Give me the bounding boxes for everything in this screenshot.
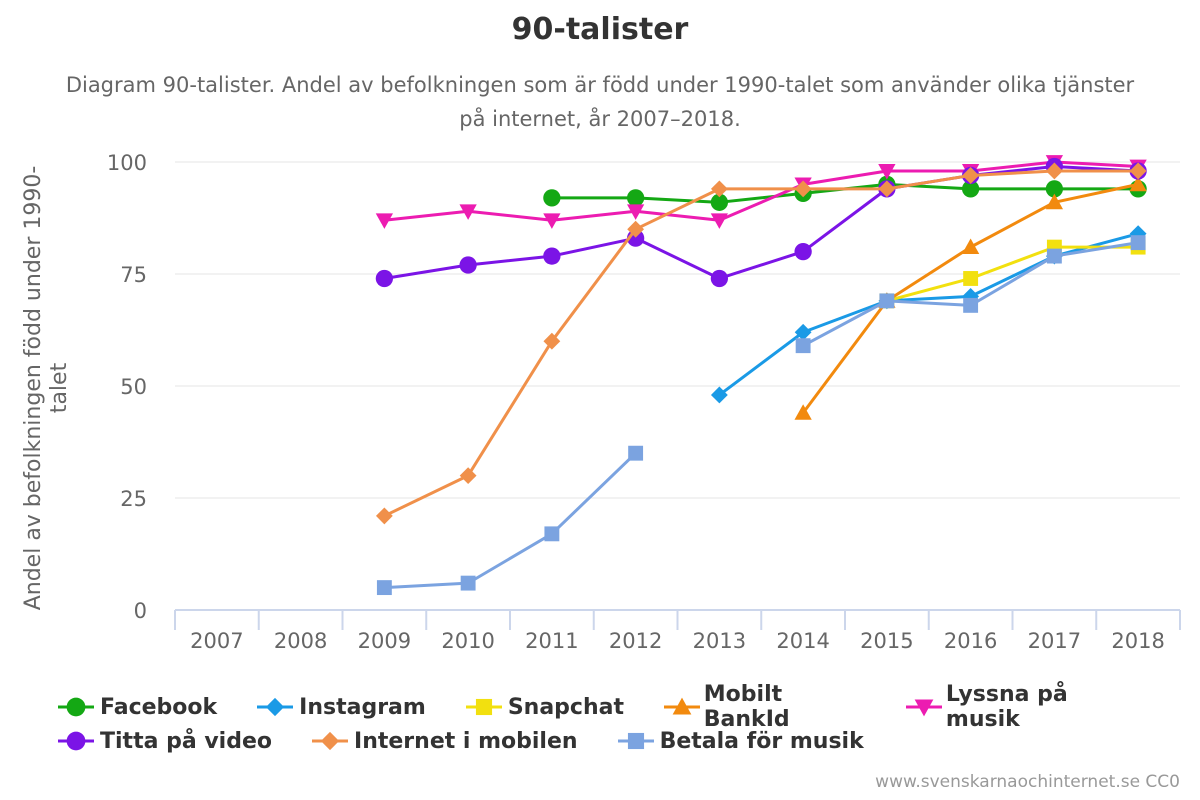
legend-label: Titta på video — [100, 728, 273, 754]
data-point[interactable] — [1130, 235, 1146, 251]
series-line — [886, 245, 1139, 303]
x-tick-label: 2012 — [609, 629, 662, 653]
data-point[interactable] — [1129, 175, 1147, 192]
x-tick-label: 2011 — [525, 629, 578, 653]
data-point[interactable] — [376, 580, 392, 596]
x-tick-label: 2007 — [190, 629, 243, 653]
legend-label: Facebook — [100, 694, 218, 720]
legend-item[interactable]: Facebook — [56, 695, 217, 720]
data-point[interactable] — [375, 269, 394, 288]
legend-item[interactable]: Snapchat — [464, 695, 624, 720]
series-line — [384, 452, 637, 590]
legend-item[interactable]: Titta på video — [56, 729, 272, 754]
legend-symbol-icon — [465, 698, 502, 716]
x-tick-label: 2017 — [1028, 629, 1081, 653]
legend-label: Internet i mobilen — [354, 728, 578, 754]
data-point[interactable] — [794, 404, 812, 420]
legend-symbol-icon — [312, 731, 349, 751]
data-point[interactable] — [961, 180, 980, 198]
data-point[interactable] — [710, 386, 728, 404]
legend-symbol-icon — [617, 732, 654, 750]
data-point[interactable] — [795, 338, 811, 354]
series-betala-för-musik — [376, 235, 1146, 596]
data-point[interactable] — [626, 189, 645, 207]
data-point[interactable] — [626, 204, 645, 220]
data-point[interactable] — [962, 167, 980, 184]
data-point[interactable] — [460, 575, 476, 591]
y-tick-label: 0 — [134, 599, 147, 623]
data-point[interactable] — [879, 293, 895, 309]
data-point[interactable] — [375, 507, 393, 525]
legend-symbol-icon — [58, 731, 94, 751]
legend-symbol-icon — [664, 697, 700, 715]
data-point[interactable] — [1046, 248, 1062, 264]
data-point[interactable] — [543, 332, 561, 350]
series-line — [384, 160, 1139, 222]
legend-item[interactable]: Lyssna på musik — [904, 682, 1138, 732]
data-point[interactable] — [544, 526, 560, 542]
data-point[interactable] — [963, 271, 979, 286]
chart-subtitle: Diagram 90-talister. Andel av befolkning… — [65, 73, 1135, 131]
legend-label: Lyssna på musik — [945, 682, 1068, 732]
legend-symbol-icon — [58, 697, 94, 717]
legend: Facebook Instagram Snapchat Mobilt BankId Ly… — [56, 682, 1176, 758]
series-line — [384, 164, 1139, 280]
series-lyssna-på-musik — [375, 155, 1147, 229]
y-tick-label: 100 — [107, 151, 147, 175]
data-point[interactable] — [459, 204, 477, 220]
legend-item[interactable]: Mobilt BankId — [662, 682, 866, 732]
data-point[interactable] — [963, 297, 979, 313]
data-point[interactable] — [543, 189, 561, 207]
data-point[interactable] — [1045, 162, 1063, 180]
credits[interactable]: www.svenskarnaochinternet.se CC0 — [875, 772, 1180, 792]
x-tick-label: 2013 — [693, 629, 746, 653]
legend-label: Betala för musik — [659, 728, 864, 754]
data-point[interactable] — [794, 180, 812, 198]
legend-item[interactable]: Instagram — [255, 695, 426, 720]
series-line — [383, 169, 1139, 518]
data-point[interactable] — [627, 220, 645, 238]
y-axis-title: Andel av befolkningen född under 1990-ta… — [21, 166, 72, 611]
data-point[interactable] — [628, 445, 644, 461]
y-tick-label: 75 — [120, 263, 147, 287]
y-tick-label: 50 — [120, 375, 147, 399]
data-point[interactable] — [710, 193, 729, 211]
data-point[interactable] — [794, 323, 812, 341]
legend-label: Instagram — [299, 694, 426, 720]
legend-item[interactable]: Internet i mobilen — [310, 729, 578, 754]
x-tick-label: 2018 — [1111, 629, 1164, 653]
data-point[interactable] — [459, 256, 477, 274]
data-point[interactable] — [1045, 180, 1064, 198]
chart-plot: 0 25 50 75 100 2007 2008 2009 2010 2011 2012 2013 20… — [21, 151, 1181, 653]
legend-label: Snapchat — [507, 694, 624, 720]
chart-title: 90-talister — [511, 12, 689, 47]
x-tick-label: 2015 — [860, 629, 913, 653]
data-point[interactable] — [543, 247, 561, 265]
x-tick-label: 2009 — [358, 629, 411, 653]
data-point[interactable] — [1129, 162, 1147, 180]
data-point[interactable] — [459, 467, 477, 484]
legend-symbol-icon — [257, 697, 294, 717]
x-tick-label: 2008 — [274, 629, 327, 653]
data-point[interactable] — [878, 180, 896, 198]
x-tick-label: 2010 — [441, 629, 494, 653]
data-point[interactable] — [710, 180, 728, 198]
legend-label: Mobilt BankId — [703, 682, 790, 732]
data-point[interactable] — [375, 213, 394, 229]
y-tick-label: 25 — [120, 487, 147, 511]
data-point[interactable] — [1045, 193, 1064, 210]
series-internet-i-mobilen — [375, 162, 1147, 525]
data-point[interactable] — [794, 242, 812, 261]
x-tick-label: 2016 — [944, 629, 997, 653]
legend-symbol-icon — [906, 699, 942, 717]
data-point[interactable] — [710, 269, 729, 288]
legend-item[interactable]: Betala för musik — [616, 729, 864, 754]
data-point[interactable] — [710, 213, 729, 229]
data-point[interactable] — [878, 164, 896, 180]
data-point[interactable] — [543, 213, 561, 229]
x-tick-label: 2014 — [776, 629, 829, 653]
data-point[interactable] — [961, 238, 980, 255]
